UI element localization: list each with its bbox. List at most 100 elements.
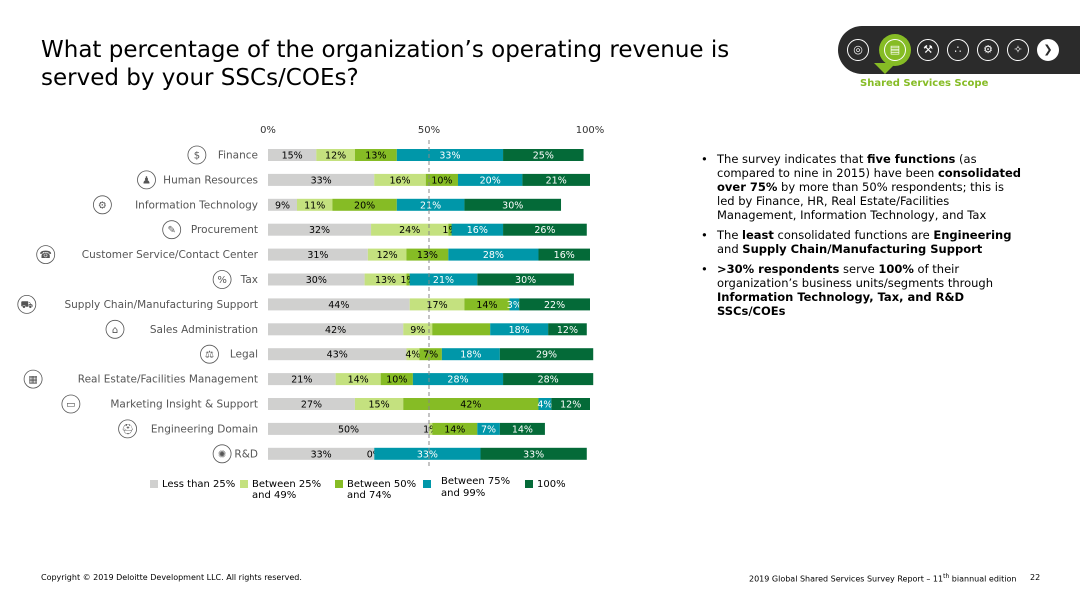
legend-label: 100%: [537, 479, 566, 490]
data-label: 1%: [442, 225, 457, 236]
bar-segment: [268, 348, 407, 361]
data-label: 18%: [460, 350, 481, 361]
data-label: 16%: [554, 250, 575, 261]
category-label: Procurement: [191, 224, 258, 236]
bar-segment: [268, 398, 355, 410]
data-label: 12%: [377, 250, 398, 261]
category-label: Tax: [240, 274, 258, 286]
data-label: 11%: [304, 200, 325, 211]
category-label: Sales Administration: [150, 324, 258, 336]
bar-segment: [332, 198, 397, 211]
bar-segment: [477, 422, 500, 435]
headset-icon-glyph: ☎: [39, 250, 51, 261]
nav-item-shared-services-scope[interactable]: ▤: [879, 34, 911, 66]
legend-swatch: [150, 480, 158, 488]
bar-segment: [268, 298, 410, 311]
data-label: 7%: [481, 424, 496, 435]
data-label: 21%: [433, 275, 454, 286]
telescope-icon[interactable]: ✧: [1007, 39, 1029, 61]
data-label: 12%: [557, 325, 578, 336]
building-icon-glyph: ▦: [28, 375, 37, 386]
globe-icon[interactable]: ◎: [847, 39, 869, 61]
bar-segment: [477, 273, 574, 286]
data-label: 10%: [431, 175, 452, 186]
data-label: 22%: [544, 300, 565, 311]
data-label: 14%: [348, 375, 369, 386]
bar-segment: [480, 447, 587, 460]
percent-icon-glyph: %: [217, 275, 227, 286]
bar-segment: [296, 198, 333, 211]
bar-segment: [316, 149, 355, 161]
legend-label: and 49%: [252, 490, 296, 501]
dollar-icon: [187, 145, 207, 165]
bar-segment: [374, 173, 426, 186]
bar-segment: [522, 173, 590, 186]
data-label: 20%: [354, 200, 375, 211]
bar-segment: [499, 422, 545, 435]
bar-segment: [268, 248, 368, 261]
legend-label: and 99%: [441, 488, 485, 499]
gavel-icon[interactable]: ⚒: [917, 39, 939, 61]
data-label: 21%: [546, 175, 567, 186]
dollar-icon-glyph: $: [194, 151, 200, 162]
footprints-icon[interactable]: ∴: [947, 39, 969, 61]
arrow-right-icon[interactable]: ❯: [1037, 39, 1059, 61]
people-icon: [137, 170, 156, 190]
data-label: 31%: [307, 250, 328, 261]
copyright: Copyright © 2019 Deloitte Development LL…: [41, 573, 302, 582]
bar-segment: [403, 323, 433, 336]
data-label: 15%: [282, 151, 303, 162]
data-label: 14%: [444, 424, 465, 435]
category-label: Supply Chain/Manufacturing Support: [64, 299, 258, 311]
wrench-icon[interactable]: ⚙: [977, 39, 999, 61]
page-number: 22: [1030, 573, 1041, 582]
document-pen-icon: [162, 220, 182, 240]
bar-segment: [538, 398, 552, 410]
x-tick-label: 100%: [576, 125, 605, 136]
data-label: 4%: [537, 400, 552, 411]
legend-label: Between 75%: [441, 476, 510, 487]
hardhat-icon: [118, 419, 137, 439]
x-tick-label: 50%: [418, 125, 440, 136]
data-label: 43%: [327, 350, 348, 361]
bar-segment: [412, 373, 504, 386]
data-label: 3%: [507, 300, 522, 311]
bar-segment: [409, 273, 478, 286]
presentation-icon-glyph: ▭: [66, 400, 75, 411]
data-label: 44%: [328, 300, 349, 311]
legend-swatch: [525, 480, 533, 488]
data-label: 30%: [502, 200, 523, 211]
gears-icon: [212, 444, 232, 464]
stacked-bar-chart: 0% 50% 100% Finance $ 15% 12% 13% 33% 25% Human Re…: [17, 125, 605, 501]
bar-segment: [268, 173, 375, 186]
data-label: 42%: [325, 325, 346, 336]
data-label: 14%: [512, 424, 533, 435]
gavel-icon-glyph: ⚖: [205, 350, 214, 361]
data-label: 33%: [523, 449, 544, 460]
data-label: 42%: [460, 400, 481, 411]
data-label: 12%: [560, 400, 581, 411]
bar-segment: [448, 248, 539, 261]
bar-segment: [354, 398, 404, 410]
data-label: 50%: [338, 424, 359, 435]
bar-segment: [335, 373, 381, 386]
key-findings: The survey indicates that five functions…: [701, 152, 1021, 324]
bar-segment: [268, 223, 372, 236]
bar-segment: [354, 149, 397, 161]
data-label: 12%: [325, 151, 346, 162]
data-label: 21%: [420, 200, 441, 211]
bar-segment: [548, 323, 587, 336]
gavel-icon: [200, 344, 219, 364]
data-label: 32%: [309, 225, 330, 236]
bar-segment: [490, 323, 549, 336]
document-pen-icon-glyph: ✎: [168, 225, 176, 236]
bar-segment: [419, 348, 442, 361]
bar-segment: [499, 348, 594, 361]
legend-label: and 74%: [347, 490, 391, 501]
data-label: 9%: [275, 200, 290, 211]
bar-segment: [380, 373, 413, 386]
legend-swatch: [423, 480, 431, 488]
bar-segment: [406, 348, 420, 361]
bar-segment: [519, 298, 590, 311]
category-label: Human Resources: [163, 174, 258, 186]
